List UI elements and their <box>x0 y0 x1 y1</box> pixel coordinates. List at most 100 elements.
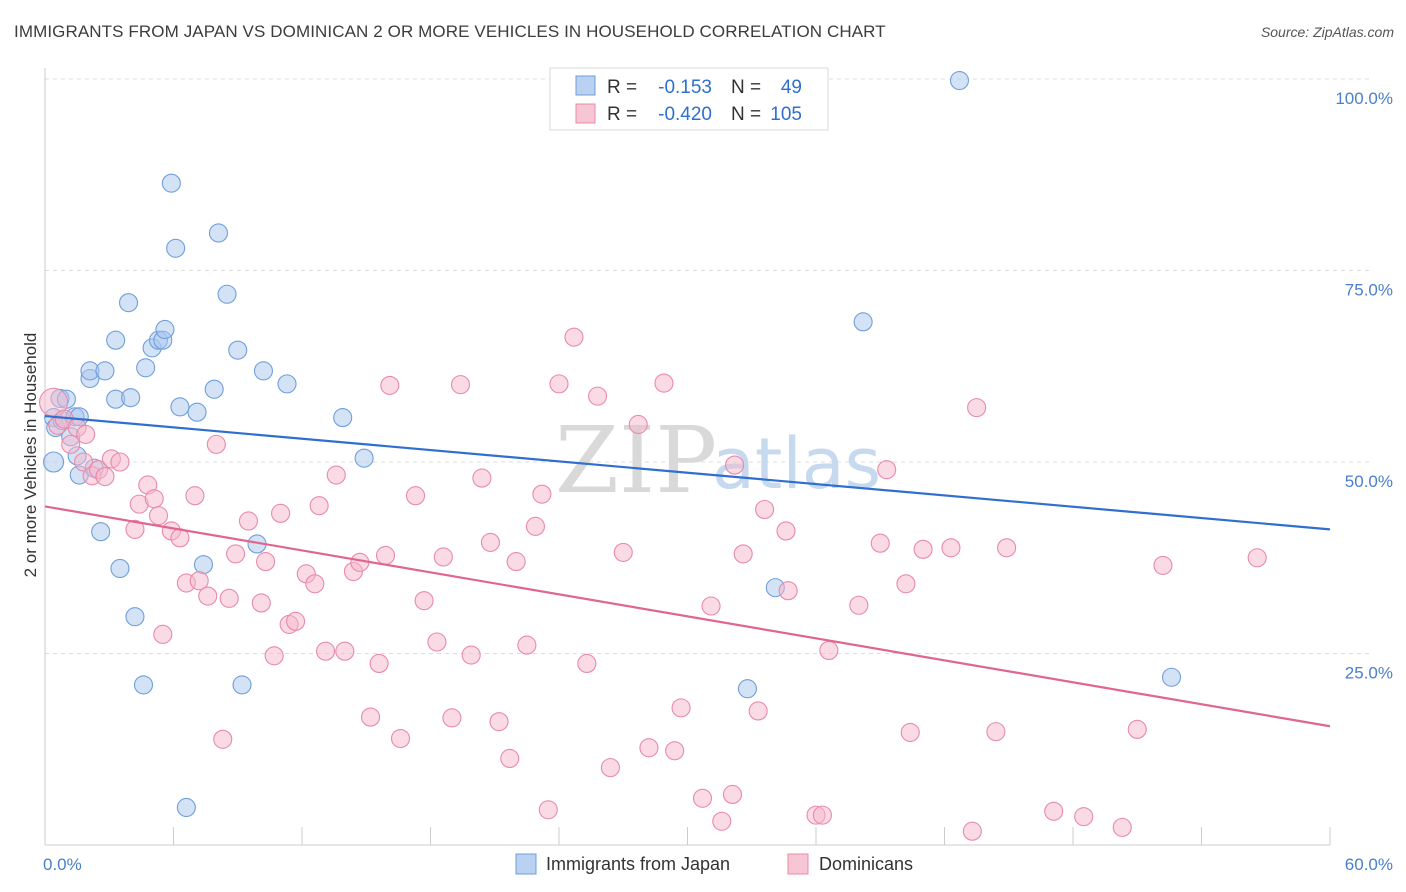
dominican-point <box>1074 807 1094 827</box>
bottom-legend-swatch-dominicans <box>787 853 809 875</box>
japan-point <box>193 555 214 575</box>
japan-point <box>1161 667 1182 687</box>
japan-point <box>204 379 224 399</box>
dominican-point <box>913 539 933 559</box>
japan-point <box>95 361 115 381</box>
dominican-point <box>405 486 426 506</box>
dominican-point <box>450 375 471 395</box>
dominican-point <box>369 653 389 674</box>
dominican-point <box>1044 801 1064 821</box>
dominican-point <box>326 465 346 485</box>
dominican-point <box>360 707 381 727</box>
dominican-point <box>442 708 462 728</box>
legend-n-value-japan: 49 <box>781 77 802 98</box>
dominican-point <box>95 467 115 487</box>
dominican-point <box>500 748 520 768</box>
y-tick-label: 25.0% <box>1345 664 1393 683</box>
japan-point <box>121 388 141 408</box>
bottom-legend-dominicans: Dominicans <box>819 854 913 874</box>
japan-point <box>232 675 252 695</box>
japan-point <box>161 173 181 193</box>
legend-swatch-japan <box>575 75 596 96</box>
dominican-point <box>461 645 481 665</box>
japan-point <box>217 284 237 304</box>
japan-point <box>136 358 156 378</box>
dominican-point <box>671 698 691 718</box>
dominican-point <box>125 519 145 539</box>
dominican-point <box>778 581 798 601</box>
dominican-point <box>238 511 259 531</box>
dominican-point <box>941 538 961 558</box>
japan-point <box>208 223 229 243</box>
dominican-point <box>74 452 94 472</box>
legend-swatch-dominicans <box>575 103 596 124</box>
dominican-point <box>748 701 768 721</box>
bottom-legend-japan: Immigrants from Japan <box>546 854 730 874</box>
x-tick-label-start: 0.0% <box>43 855 82 874</box>
dominican-point <box>538 800 558 820</box>
legend: R = -0.153 N = 49 R = -0.420 N = 105 <box>549 67 829 131</box>
dominican-point <box>427 632 447 652</box>
dominican-point <box>264 646 284 666</box>
legend-r-value-dominicans: -0.420 <box>658 104 712 125</box>
y-tick-label: 100.0% <box>1335 89 1393 108</box>
dominican-point <box>665 741 685 761</box>
japan-point <box>43 451 65 473</box>
y-tick-label: 75.0% <box>1345 281 1393 300</box>
dominican-point <box>896 574 916 594</box>
y-axis-label: 2 or more Vehicles in Household <box>21 333 40 578</box>
dominican-point <box>271 503 291 523</box>
dominican-point <box>997 538 1017 558</box>
dominican-point <box>639 738 659 758</box>
dominican-point <box>877 460 897 480</box>
dominican-point <box>335 641 355 661</box>
dominican-point <box>305 574 325 594</box>
japan-point <box>118 293 139 313</box>
dominican-point <box>722 784 743 804</box>
dominican-point <box>226 544 246 564</box>
dominican-point <box>189 571 209 591</box>
dominican-point <box>251 593 271 613</box>
dominican-point <box>489 712 509 732</box>
japan-point <box>166 238 186 258</box>
dominican-point <box>1247 548 1267 568</box>
dominican-point <box>219 588 239 608</box>
japan-point <box>354 448 374 468</box>
dominican-point <box>564 327 584 347</box>
dominican-point <box>870 533 890 553</box>
x-tick-label-end: 60.0% <box>1345 855 1393 874</box>
y-tick-label: 50.0% <box>1345 472 1393 491</box>
dominican-point <box>309 496 329 516</box>
dominican-point <box>76 424 96 444</box>
dominican-point <box>206 434 226 454</box>
legend-r-label-japan: R = <box>607 77 637 98</box>
legend-r-label-dominicans: R = <box>607 104 637 125</box>
bottom-legend-swatch-japan <box>515 853 537 875</box>
japan-point <box>253 361 274 381</box>
dominican-point <box>153 624 173 644</box>
dominican-point <box>613 542 633 562</box>
dominican-trend-line <box>44 505 1331 728</box>
japan-point <box>853 312 873 332</box>
dominican-point <box>380 375 400 395</box>
dominican-point <box>414 591 434 611</box>
dominican-point <box>712 811 732 831</box>
dominican-point <box>185 486 205 506</box>
dominican-point <box>819 640 839 660</box>
japan-point <box>106 330 126 350</box>
japan-point <box>228 340 248 360</box>
dominican-point <box>549 374 569 394</box>
legend-box <box>549 67 829 131</box>
tick-labels: 25.0% 50.0% 75.0% 100.0% 0.0% 60.0% <box>43 89 1393 874</box>
dominican-point <box>962 821 982 841</box>
japan-point <box>737 679 758 699</box>
dominican-point <box>1153 555 1173 575</box>
trend-lines <box>44 414 1331 728</box>
dominican-point <box>517 635 537 655</box>
dominican-point <box>144 489 164 509</box>
japan-point <box>277 374 297 394</box>
dominican-point <box>198 586 218 606</box>
dominican-point <box>61 434 81 454</box>
dominican-point <box>256 552 276 572</box>
